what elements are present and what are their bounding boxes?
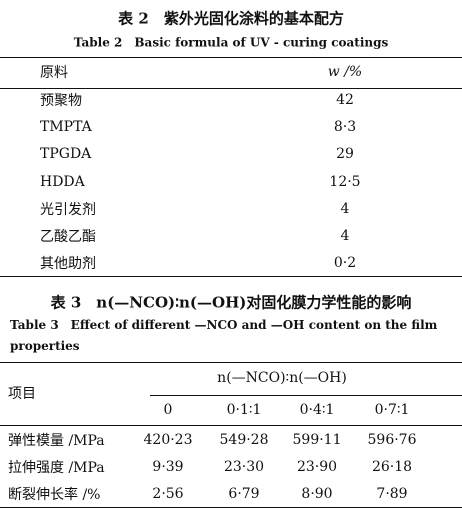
row-label: 预聚物 xyxy=(40,93,82,109)
column-header: 0·7∶1 xyxy=(374,402,410,418)
row-label: 断裂伸长率 /% xyxy=(8,487,101,503)
table-title: 表 3 n(—NCO)∶n(—OH)对固化膜力学性能的影响 xyxy=(50,293,412,312)
row-label: HDDA xyxy=(40,173,85,190)
rule xyxy=(0,57,462,58)
cell: 23·30 xyxy=(223,459,265,475)
row-label: TMPTA xyxy=(40,119,92,136)
cell: 596·76 xyxy=(367,432,417,448)
group-header: n(—NCO)∶n(—OH) xyxy=(217,370,347,386)
cell: 29 xyxy=(336,146,354,163)
table-subtitle: Table 3 Effect of different —NCO and —OH… xyxy=(10,318,438,353)
row-label: 其他助剂 xyxy=(40,256,96,273)
rule xyxy=(0,276,462,277)
cell: 0·2 xyxy=(333,255,357,272)
column-header: w /% xyxy=(327,64,363,80)
cell: 42 xyxy=(336,92,354,108)
cell: 26·18 xyxy=(371,459,413,475)
cell: 2·56 xyxy=(152,486,184,502)
cell: 420·23 xyxy=(143,432,193,448)
cell: 9·39 xyxy=(152,459,184,475)
cell: 4 xyxy=(340,200,350,217)
row-label: 拉伸强度 /MPa xyxy=(8,460,105,476)
cell: 4 xyxy=(340,228,350,244)
column-header: 0·1∶1 xyxy=(226,402,262,418)
cell: 12·5 xyxy=(329,173,361,190)
row-header: 项目 xyxy=(8,386,36,402)
rule xyxy=(0,425,462,426)
row-label: TPGDA xyxy=(40,146,92,163)
cell: 8·3 xyxy=(333,119,357,136)
row-label: 乙酸乙酯 xyxy=(40,229,96,245)
cell: 7·89 xyxy=(376,486,408,502)
table-subtitle: Table 2 Basic formula of UV - curing coa… xyxy=(73,35,389,50)
cell: 23·90 xyxy=(296,459,338,475)
column-header: 0 xyxy=(163,402,173,418)
column-header: 0·4∶1 xyxy=(299,402,335,418)
cell: 8·90 xyxy=(301,486,333,502)
column-header: 原料 xyxy=(40,65,68,81)
cell: 549·28 xyxy=(219,432,269,448)
rule xyxy=(150,395,462,396)
rule xyxy=(0,362,462,363)
table-title: 表 2 紫外光固化涂料的基本配方 xyxy=(118,9,344,28)
row-label: 光引发剂 xyxy=(40,201,96,218)
row-label: 弹性模量 /MPa xyxy=(8,433,105,449)
rule xyxy=(0,88,462,89)
cell: 599·11 xyxy=(292,432,342,448)
cell: 6·79 xyxy=(228,486,260,502)
